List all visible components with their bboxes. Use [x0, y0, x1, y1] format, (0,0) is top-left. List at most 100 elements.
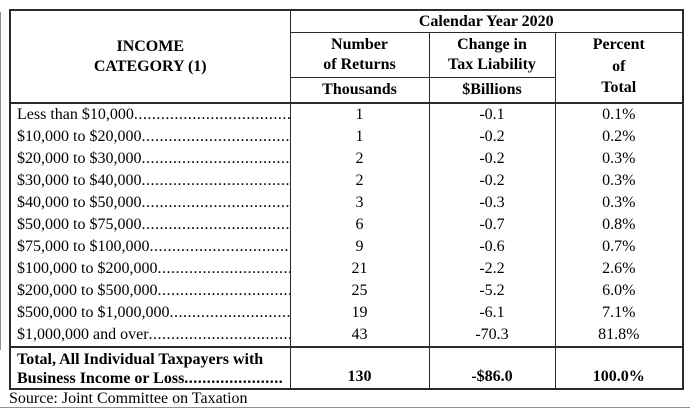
dot-leader: ........................................: [169, 304, 289, 321]
change-cell: -2.2: [428, 258, 556, 280]
percent-cell: 0.3%: [554, 148, 684, 170]
returns-cell: 9: [289, 236, 430, 258]
percent-cell: 6.0%: [554, 280, 684, 302]
income-row: $20,000 to $30,000......................…: [9, 148, 684, 170]
change-cell: -0.2: [428, 148, 556, 170]
header-row-calendar: INCOME CATEGORY (1) Calendar Year 2020: [9, 10, 684, 104]
dot-leader: ........................................: [141, 128, 290, 145]
dot-leader: ........................................: [133, 106, 290, 123]
income-row: $50,000 to $75,000......................…: [9, 214, 684, 236]
total-label-text: Business Income or Loss: [17, 369, 185, 387]
number-line2: of Returns: [323, 56, 396, 73]
income-label-text: $20,000 to $30,000: [17, 150, 142, 167]
percent-cell: 0.3%: [554, 170, 684, 192]
source-note: Source: Joint Committee on Taxation: [9, 390, 248, 407]
image-edge-artifact-left: [0, 12, 1, 350]
income-row: $30,000 to $40,000......................…: [9, 170, 684, 192]
returns-cell: 2: [289, 170, 430, 192]
total-returns-cell: 130: [289, 346, 430, 389]
income-label-text: $75,000 to $100,000: [17, 238, 150, 255]
percent-line3: Total: [601, 79, 637, 96]
change-line1: Change in: [457, 36, 527, 53]
change-cell: -0.7: [428, 214, 556, 236]
income-row: $500,000 to $1,000,000..................…: [9, 302, 684, 324]
calendar-year-header: Calendar Year 2020: [289, 10, 684, 33]
returns-cell: 19: [289, 302, 430, 324]
table-body: Less than $10,000.......................…: [9, 103, 684, 347]
returns-cell: 21: [289, 258, 430, 280]
income-category-line2: CATEGORY (1): [93, 57, 207, 75]
income-label-cell: $100,000 to $200,000....................…: [9, 258, 291, 280]
income-label-text: $50,000 to $75,000: [17, 216, 142, 233]
total-label-line2: Business Income or Loss.................…: [17, 369, 289, 388]
income-row: Less than $10,000.......................…: [9, 103, 684, 126]
dot-leader: ........................................: [141, 172, 290, 189]
change-cell: -6.1: [428, 302, 556, 324]
returns-cell: 1: [289, 126, 430, 148]
dot-leader: ........................................: [141, 150, 290, 167]
income-label-text: $1,000,000 and over: [17, 326, 149, 343]
percent-cell: 2.6%: [554, 258, 684, 280]
change-line2: Tax Liability: [448, 56, 536, 73]
dot-leader: ........................................: [157, 260, 290, 277]
billions-unit-header: $Billions: [428, 77, 556, 104]
percent-cell: 0.2%: [554, 126, 684, 148]
total-label-line1: Total, All Individual Taxpayers with: [17, 350, 264, 368]
returns-cell: 6: [289, 214, 430, 236]
percent-cell: 7.1%: [554, 302, 684, 324]
income-label-cell: $1,000,000 and over.....................…: [9, 324, 291, 347]
income-row: $100,000 to $200,000....................…: [9, 258, 684, 280]
percent-cell: 0.7%: [554, 236, 684, 258]
income-row: $10,000 to $20,000......................…: [9, 126, 684, 148]
income-category-line1: INCOME: [116, 37, 185, 55]
change-cell: -0.2: [428, 126, 556, 148]
returns-cell: 43: [289, 324, 430, 347]
income-label-cell: $20,000 to $30,000......................…: [9, 148, 291, 170]
income-label-text: $30,000 to $40,000: [17, 172, 142, 189]
dot-leader: ........................................: [148, 326, 289, 343]
change-cell: -70.3: [428, 324, 556, 347]
income-label-text: $40,000 to $50,000: [17, 194, 142, 211]
income-row: $200,000 to $500,000....................…: [9, 280, 684, 302]
header-row-columns: Number of Returns Change in Tax Liabilit…: [10, 32, 684, 104]
percent-cell: 0.8%: [554, 214, 684, 236]
percent-cell: 81.8%: [554, 324, 684, 347]
returns-cell: 1: [289, 103, 430, 126]
income-label-cell: $40,000 to $50,000......................…: [9, 192, 291, 214]
percent-of-total-header: Percent of Total: [554, 32, 684, 104]
total-label-cell: Total, All Individual Taxpayers with Bus…: [9, 346, 291, 389]
image-edge-artifact-bottom: [0, 407, 690, 408]
income-row: $1,000,000 and over.....................…: [9, 324, 684, 347]
table-footer: Total, All Individual Taxpayers with Bus…: [9, 346, 684, 389]
total-row: Total, All Individual Taxpayers with Bus…: [9, 346, 684, 389]
dot-leader: ........................................: [149, 238, 289, 255]
income-label-cell: $30,000 to $40,000......................…: [9, 170, 291, 192]
header-row-units: Thousands $Billions: [10, 77, 683, 104]
change-cell: -5.2: [428, 280, 556, 302]
change-cell: -0.2: [428, 170, 556, 192]
total-change-cell: -$86.0: [428, 346, 556, 389]
income-category-header: INCOME CATEGORY (1): [9, 10, 291, 104]
income-label-cell: $500,000 to $1,000,000..................…: [9, 302, 291, 324]
returns-cell: 3: [289, 192, 430, 214]
change-in-tax-liability-header: Change in Tax Liability: [428, 32, 556, 78]
dot-leader: ........................................: [141, 194, 290, 211]
change-cell: -0.1: [428, 103, 556, 126]
income-label-text: $100,000 to $200,000: [17, 260, 158, 277]
change-cell: -0.6: [428, 236, 556, 258]
income-label-text: $500,000 to $1,000,000: [17, 304, 170, 321]
income-label-cell: $75,000 to $100,000.....................…: [9, 236, 291, 258]
percent-cell: 0.1%: [554, 103, 684, 126]
percent-cell: 0.3%: [554, 192, 684, 214]
dot-leader: ........................................: [141, 216, 290, 233]
income-tax-table: INCOME CATEGORY (1) Calendar Year 2020 N…: [9, 9, 684, 390]
change-cell: -0.3: [428, 192, 556, 214]
number-of-returns-header: Number of Returns: [289, 32, 430, 78]
income-label-cell: $10,000 to $20,000......................…: [9, 126, 291, 148]
returns-cell: 25: [289, 280, 430, 302]
returns-cell: 2: [289, 148, 430, 170]
income-label-text: $10,000 to $20,000: [17, 128, 142, 145]
income-label-text: $200,000 to $500,000: [17, 282, 158, 299]
total-dot-leader: ......................: [184, 369, 284, 387]
